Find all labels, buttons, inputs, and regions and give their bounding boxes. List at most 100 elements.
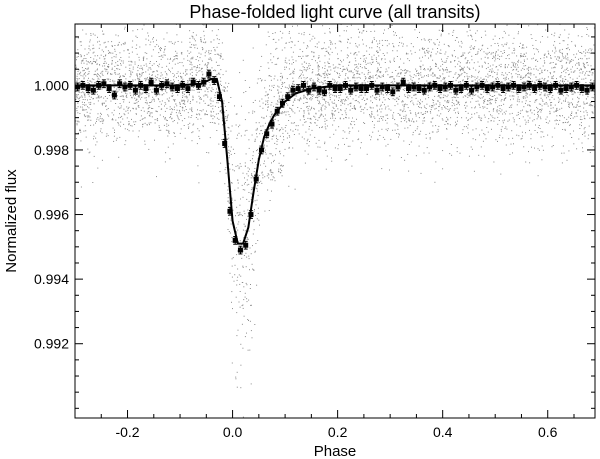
raw-point [290, 122, 292, 124]
raw-point [250, 330, 252, 332]
raw-point [307, 117, 309, 119]
raw-point [89, 41, 91, 43]
raw-point [386, 130, 388, 132]
raw-point [543, 79, 545, 81]
raw-point [374, 97, 376, 99]
raw-point [531, 87, 533, 89]
raw-point [119, 103, 121, 104]
raw-point [356, 71, 358, 73]
raw-point [219, 110, 221, 112]
raw-point [472, 76, 474, 78]
raw-point [554, 46, 556, 48]
raw-point [358, 63, 360, 65]
raw-point [544, 69, 545, 71]
raw-point [107, 65, 108, 67]
raw-point [327, 77, 329, 79]
raw-point [475, 100, 477, 102]
raw-point [321, 48, 323, 50]
raw-point [401, 101, 403, 103]
raw-point [281, 84, 283, 85]
raw-point [271, 128, 273, 130]
raw-point [403, 90, 405, 91]
raw-point [164, 118, 166, 120]
raw-point [349, 61, 351, 63]
raw-point [551, 77, 553, 79]
raw-point [289, 63, 290, 65]
raw-point [270, 59, 272, 61]
raw-point [208, 51, 210, 53]
raw-point [107, 50, 109, 52]
raw-point [110, 73, 112, 75]
raw-point [491, 128, 492, 130]
raw-point [107, 41, 109, 43]
raw-point [376, 96, 378, 98]
raw-point [562, 54, 563, 56]
raw-point [82, 108, 84, 110]
raw-point [249, 247, 251, 249]
raw-point [386, 114, 388, 116]
raw-point [487, 52, 489, 54]
raw-point [511, 130, 513, 132]
raw-point [562, 95, 564, 97]
raw-point [393, 78, 395, 79]
raw-point [120, 116, 122, 118]
raw-point [288, 88, 289, 90]
raw-point [262, 125, 264, 127]
raw-point [540, 97, 542, 99]
raw-point [564, 76, 566, 78]
raw-point [436, 88, 438, 90]
raw-point [101, 113, 102, 115]
raw-point [532, 80, 533, 82]
raw-point [477, 80, 478, 82]
raw-point [172, 73, 174, 74]
raw-point [156, 70, 158, 72]
raw-point [317, 146, 319, 148]
raw-point [273, 96, 275, 98]
raw-point [106, 69, 108, 71]
raw-point [525, 92, 527, 94]
raw-point [172, 60, 174, 62]
raw-point [305, 69, 307, 71]
raw-point [450, 61, 452, 63]
raw-point [190, 51, 192, 53]
raw-point [357, 28, 359, 30]
raw-point [80, 186, 82, 188]
raw-point [400, 58, 401, 60]
raw-point [111, 63, 113, 65]
raw-point [190, 62, 192, 64]
raw-point [239, 72, 241, 74]
raw-point [282, 107, 284, 108]
raw-point [407, 127, 409, 129]
raw-point [453, 29, 455, 31]
raw-point [565, 62, 567, 64]
raw-point [442, 150, 444, 152]
raw-point [292, 41, 293, 43]
raw-point [567, 37, 569, 39]
raw-point [419, 103, 421, 105]
raw-point [191, 75, 193, 77]
raw-point [246, 218, 247, 220]
raw-point [364, 67, 366, 69]
raw-point [536, 106, 538, 108]
raw-point [418, 73, 420, 75]
raw-point [553, 111, 555, 113]
raw-point [323, 82, 325, 84]
raw-point [323, 47, 325, 49]
raw-point [572, 66, 573, 68]
raw-point [572, 59, 574, 61]
raw-point [503, 103, 505, 105]
raw-point [513, 95, 515, 97]
raw-point [121, 91, 123, 93]
raw-point [127, 109, 129, 111]
raw-point [555, 50, 557, 52]
raw-point [214, 116, 216, 118]
raw-point [303, 42, 305, 44]
raw-point [346, 96, 347, 98]
raw-point [437, 100, 439, 102]
raw-point [586, 62, 588, 63]
raw-point [497, 42, 499, 44]
raw-point [424, 92, 426, 94]
raw-point [459, 75, 461, 77]
raw-point [353, 74, 355, 76]
raw-point [149, 124, 150, 126]
